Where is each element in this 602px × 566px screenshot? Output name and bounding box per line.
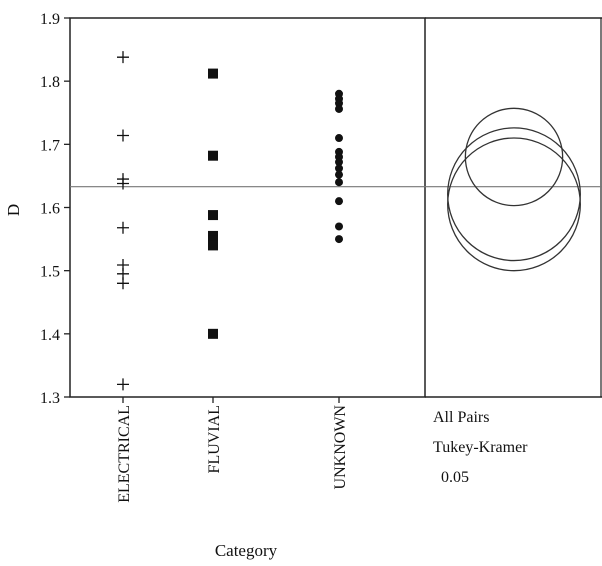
data-point-square [208, 68, 218, 79]
y-tick-label: 1.3 [40, 390, 60, 407]
comparison-test-label: Tukey-Kramer [433, 439, 528, 456]
data-point-circle [335, 235, 343, 244]
data-point-square [208, 328, 218, 339]
y-axis-label: D [4, 204, 23, 216]
y-tick-label: 1.6 [40, 201, 60, 218]
data-point-square [208, 235, 218, 246]
data-point-circle [335, 158, 343, 167]
y-tick-label: 1.9 [40, 11, 60, 28]
comparison-circle-unknown [464, 107, 564, 207]
data-point-circle [335, 99, 343, 108]
y-tick-label: 1.7 [40, 137, 60, 154]
x-tick-label-unknown: UNKNOWN [332, 405, 349, 490]
data-point-circle [335, 164, 343, 173]
data-point-circle [335, 178, 343, 187]
x-tick-label-fluvial: FLUVIAL [206, 405, 223, 473]
y-tick-label: 1.4 [40, 327, 60, 344]
data-point-square [208, 240, 218, 251]
x-axis-label: Category [215, 541, 278, 560]
comparison-method-label: All Pairs [433, 409, 489, 426]
data-point-plus [117, 277, 129, 290]
data-point-plus [117, 378, 129, 391]
data-point-circle [335, 134, 343, 143]
data-point-plus [117, 129, 129, 142]
data-point-square [208, 150, 218, 161]
data-point-circle [335, 104, 343, 113]
data-point-plus [117, 221, 129, 234]
x-tick-label-electrical: ELECTRICAL [116, 405, 133, 503]
y-tick-label: 1.8 [40, 74, 60, 91]
y-tick-label: 1.5 [40, 264, 60, 281]
plot-frame [69, 17, 426, 398]
data-point-circle [335, 197, 343, 206]
data-point-circle [335, 222, 343, 231]
data-point-plus [117, 177, 129, 190]
comparison-alpha-label: 0.05 [441, 469, 469, 486]
data-point-plus [117, 51, 129, 64]
data-point-square [208, 210, 218, 221]
data-point-circle [335, 170, 343, 179]
comparison-circle-fluvial [447, 137, 581, 272]
comparison-circle-electrical [447, 127, 581, 262]
